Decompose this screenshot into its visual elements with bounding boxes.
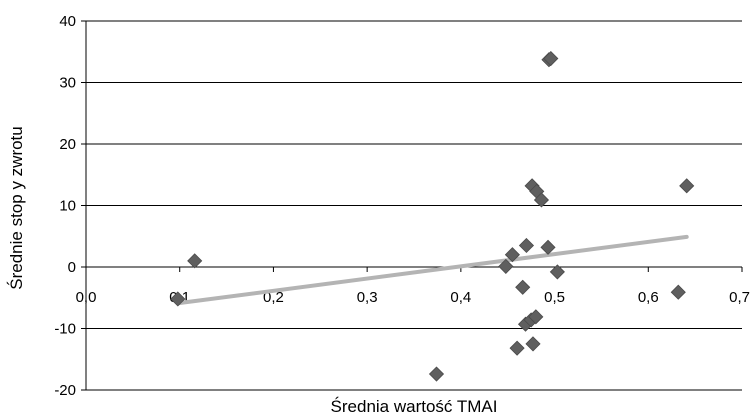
data-point xyxy=(515,279,531,295)
data-point xyxy=(679,178,695,194)
x-tick-label: 0,4 xyxy=(450,289,471,306)
data-point xyxy=(509,340,525,356)
data-points xyxy=(170,50,695,382)
data-point xyxy=(504,247,520,263)
data-point xyxy=(525,336,541,352)
x-tick-label: 0,5 xyxy=(544,289,565,306)
y-tick-labels: -20 -10 0 10 20 30 40 xyxy=(54,13,76,399)
y-tick-label: -10 xyxy=(54,321,76,338)
data-point xyxy=(533,192,550,208)
x-axis-title: Średnia wartość TMAI xyxy=(331,397,498,416)
y-tick-label: 0 xyxy=(68,259,76,276)
data-point xyxy=(528,309,544,325)
data-point xyxy=(518,237,535,254)
y-tick-label: 20 xyxy=(59,136,76,153)
x-tick-label: 0,6 xyxy=(638,289,659,306)
data-point xyxy=(543,50,559,67)
data-point xyxy=(670,284,686,300)
data-point xyxy=(498,258,514,274)
x-tick-label: 0,3 xyxy=(357,289,378,306)
x-tick-label: 0,7 xyxy=(729,289,750,306)
y-tick-label: 10 xyxy=(59,198,76,215)
y-tick-label: 30 xyxy=(59,75,76,92)
y-tick-label: -20 xyxy=(54,382,76,399)
x-tick-label: 0,0 xyxy=(76,289,97,306)
data-point xyxy=(187,253,203,269)
data-point xyxy=(540,239,556,255)
trendline-group xyxy=(175,234,689,306)
y-tick-label: 40 xyxy=(59,13,76,30)
data-point xyxy=(170,291,186,307)
data-point xyxy=(549,264,565,280)
trendline xyxy=(175,234,689,306)
y-axis-title: Średnie stop y zwrotu xyxy=(7,126,26,289)
gridlines xyxy=(86,20,742,329)
data-point xyxy=(428,366,445,382)
